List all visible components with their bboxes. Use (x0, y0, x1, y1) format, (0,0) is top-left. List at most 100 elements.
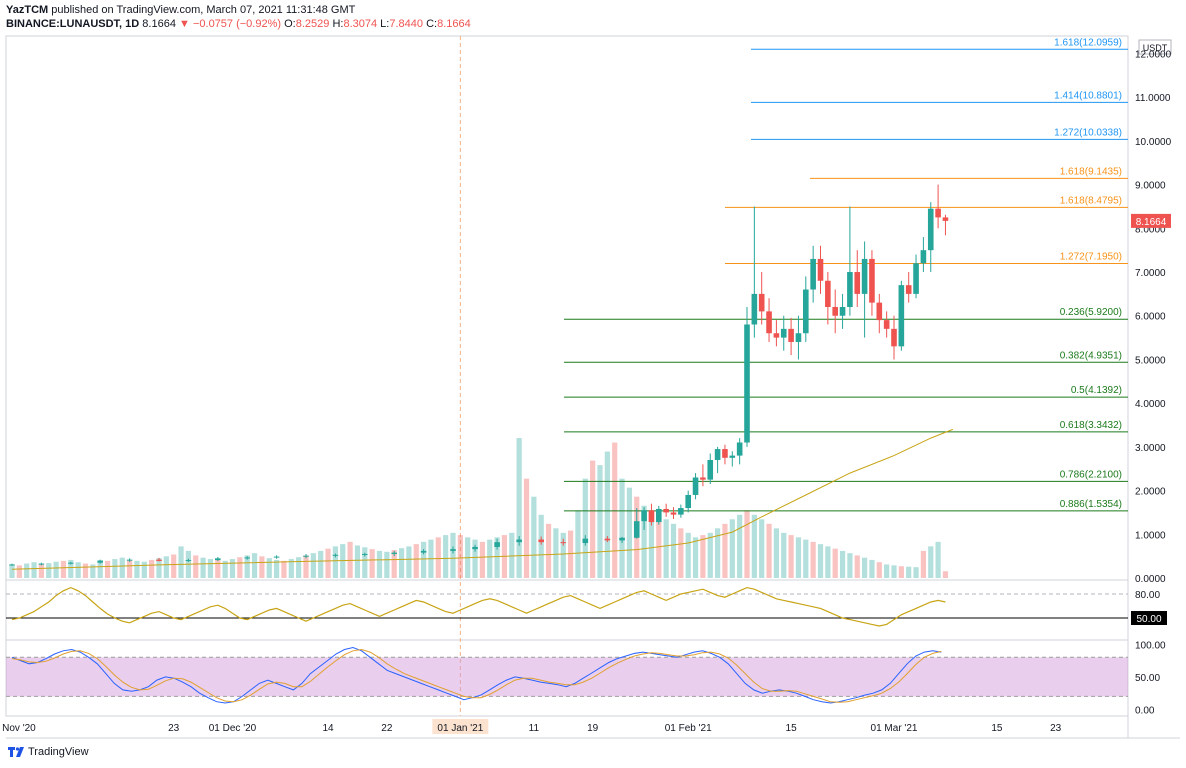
candle-body (472, 546, 478, 550)
volume-bar (876, 562, 882, 578)
volume-bar (487, 539, 493, 578)
volume-bar (670, 523, 677, 578)
volume-bar (171, 554, 177, 578)
candle-body (663, 508, 669, 513)
volume-bar (920, 550, 926, 578)
unit-label-box (1138, 39, 1172, 55)
price-tick-label: 5.0000 (1135, 355, 1166, 366)
candle-body (215, 558, 221, 561)
candle-body (244, 557, 250, 559)
volume-bar (575, 510, 581, 578)
candle-body (891, 328, 897, 347)
volume-bar (156, 558, 162, 578)
time-tick-label: 23 (1050, 723, 1062, 734)
volume-bar (391, 550, 397, 578)
price-tick-label: 8.0000 (1135, 224, 1166, 235)
volume-bar (832, 548, 838, 578)
candle-body (942, 217, 949, 221)
volume-bar (244, 555, 250, 578)
fib-level-label: 1.618(8.4795) (1060, 195, 1122, 206)
candle-body (832, 307, 838, 316)
candle-body (920, 250, 927, 264)
volume-bar (215, 559, 221, 578)
down-arrow-icon: ▼ (179, 18, 190, 30)
volume-bar (75, 562, 81, 578)
candle-body (736, 442, 743, 456)
rsi-tick-label: 80.00 (1135, 590, 1160, 601)
volume-bar (318, 550, 324, 578)
candle-body (803, 289, 809, 334)
price-change: −0.0757 (−0.92%) (192, 18, 282, 30)
volume-bar (413, 544, 419, 578)
volume-bar (38, 564, 44, 578)
volume-bar (538, 514, 544, 578)
rsi-line (11, 586, 946, 627)
candle-body (847, 272, 853, 307)
volume-bar (222, 560, 228, 578)
candle-body (303, 555, 309, 557)
volume-bar (935, 541, 941, 578)
volume-bar (457, 535, 463, 578)
volume-bar (715, 528, 721, 578)
time-tick-label: 11 (529, 723, 540, 734)
volume-bar (766, 523, 772, 578)
volume-bar (53, 561, 59, 578)
price-tick-label: 12.0000 (1135, 49, 1172, 60)
volume-bar (810, 541, 816, 578)
candle-body (641, 510, 647, 522)
volume-bar (597, 465, 603, 578)
volume-bar (862, 557, 868, 578)
header-line-1: YazTCM published on TradingView.com, Mar… (6, 4, 355, 16)
volume-bar (310, 553, 316, 578)
current-price-tag (1131, 213, 1171, 228)
last-price: 8.1664 (142, 18, 176, 30)
volume-bar (722, 523, 728, 578)
publisher-name[interactable]: YazTCM (6, 4, 49, 16)
volume-bar (237, 557, 243, 578)
candle-body (751, 293, 758, 325)
price-tick-label: 7.0000 (1135, 268, 1166, 279)
volume-bar (127, 559, 133, 578)
candle-body (927, 208, 934, 251)
volume-bar (325, 548, 331, 578)
volume-bar (700, 535, 706, 578)
volume-bar (46, 563, 52, 578)
tradingview-brand[interactable]: TradingView (28, 746, 89, 758)
volume-bar (398, 548, 405, 578)
current-price-label: 8.1664 (1136, 217, 1167, 228)
candle-body (700, 477, 706, 480)
volume-bar (384, 551, 390, 578)
candle-body (678, 508, 684, 515)
volume-bar (193, 555, 199, 578)
volume-bar (545, 523, 552, 578)
fib-level-label: 1.414(10.8801) (1054, 90, 1122, 101)
volume-bar (16, 565, 22, 578)
candle-body (839, 307, 846, 316)
candle-body (861, 258, 868, 294)
volume-bar (251, 553, 258, 578)
volume-bar (31, 562, 37, 578)
time-tick-label: 01 Nov '20 (0, 723, 36, 734)
price-tick-label: 2.0000 (1135, 487, 1166, 498)
volume-bar (619, 478, 625, 578)
volume-bar (274, 559, 280, 578)
candle-body (780, 328, 787, 338)
candle-body (744, 324, 750, 443)
volume-bar (82, 563, 89, 578)
candle-body (729, 455, 736, 458)
volume-bar (795, 537, 802, 578)
volume-bar (553, 528, 559, 578)
time-tick-label: 15 (991, 723, 1003, 734)
volume-bar (163, 556, 169, 578)
volume-bar (288, 559, 294, 578)
candle-body (707, 459, 714, 480)
candle-body (766, 311, 772, 334)
price-tick-label: 3.0000 (1135, 443, 1166, 454)
volume-bar (891, 565, 897, 578)
stoch-band (6, 657, 1128, 697)
volume-bar (707, 532, 713, 578)
candle-body (817, 258, 824, 281)
candle-body (494, 542, 500, 547)
volume-bar (97, 562, 103, 578)
